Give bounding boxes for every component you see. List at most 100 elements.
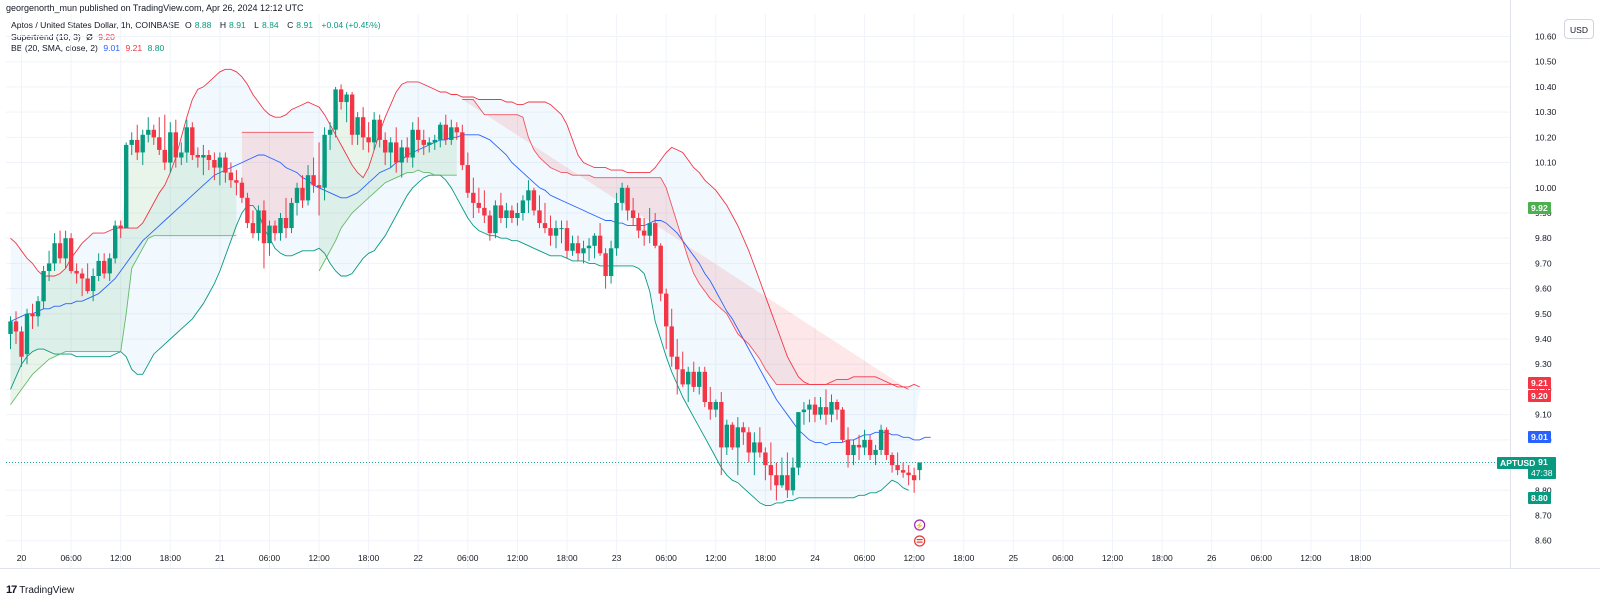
lightning-event-icon: [914, 519, 926, 531]
candle-body: [261, 210, 267, 244]
time-tick-label: 06:00: [854, 553, 876, 563]
candle-body: [316, 185, 322, 188]
candle-body: [283, 218, 289, 229]
supertrend-down-line: [462, 99, 909, 390]
supertrend-up-fill: [319, 95, 457, 271]
legend-low: L 8.84: [254, 20, 279, 30]
bb-basis-badge: 9.01: [1528, 431, 1551, 444]
candle-body: [829, 402, 834, 415]
candle-body: [515, 213, 520, 218]
candle-body: [785, 475, 790, 491]
flag-stripe: [916, 541, 923, 543]
candle-body: [388, 142, 393, 153]
bb-label: BB (20, SMA, close, 2): [11, 43, 98, 53]
price-tick-label: 10.00: [1535, 183, 1557, 193]
legend-symbol[interactable]: Aptos / United States Dollar, 1h, COINBA…: [11, 20, 180, 30]
candle-body: [895, 465, 900, 471]
price-tick-label: 10.20: [1535, 132, 1557, 142]
candle-body: [267, 225, 272, 244]
candle-body: [542, 223, 548, 229]
candle-body: [124, 144, 129, 229]
candle-body: [768, 465, 774, 476]
candle-body: [190, 127, 195, 155]
tradingview-logo-text: TradingView: [19, 584, 75, 596]
time-tick-label: 18:00: [358, 553, 380, 563]
price-tick-label: 10.40: [1535, 82, 1557, 92]
candle-body: [845, 439, 851, 455]
time-tick-label: 22: [413, 553, 423, 563]
tradingview-logo[interactable]: 17 TradingView: [6, 584, 74, 596]
candle-body: [151, 129, 156, 138]
candle-body: [482, 207, 487, 216]
candle-body: [239, 182, 245, 198]
candle-body: [52, 243, 57, 264]
candle-body: [592, 235, 597, 246]
candle-body: [686, 371, 691, 385]
legend-open: O 8.88: [185, 20, 212, 30]
candle-body: [135, 139, 140, 153]
price-tick-label: 8.80: [1535, 485, 1552, 495]
bb-lower-value: 8.80: [147, 43, 165, 53]
price-tick-label: 10.50: [1535, 57, 1557, 67]
time-tick-label: 12:00: [705, 553, 727, 563]
time-tick-label: 06:00: [656, 553, 678, 563]
us-flag-event-icon: [914, 535, 926, 547]
candle-body: [647, 223, 652, 236]
currency-button[interactable]: USD: [1564, 19, 1594, 39]
time-tick-label: 18:00: [556, 553, 578, 563]
candle-body: [245, 197, 250, 223]
candle-body: [223, 157, 228, 173]
bb-upper-line: [10, 68, 920, 388]
candle-body: [741, 427, 746, 433]
candle-body: [294, 187, 300, 203]
candle-body: [614, 202, 619, 249]
bb-lower-line: [10, 174, 909, 506]
candle-body: [74, 271, 79, 274]
candle-body: [823, 407, 829, 415]
candle-body: [774, 475, 779, 486]
candle-body: [179, 152, 184, 158]
candle-body: [906, 472, 911, 476]
candle-body: [658, 245, 663, 294]
candle-body: [509, 210, 515, 218]
time-tick-label: 25: [1009, 553, 1019, 563]
candle-body: [818, 407, 823, 415]
candle-body: [669, 326, 674, 357]
candle-body: [46, 263, 52, 271]
candle-body: [360, 117, 366, 138]
candle-body: [889, 455, 895, 466]
candle-body: [140, 134, 145, 153]
candle-body: [724, 424, 729, 448]
candle-body: [757, 442, 763, 453]
time-tick-label: 18:00: [755, 553, 777, 563]
legend-close: C 8.91: [287, 20, 314, 30]
candle-body: [862, 439, 867, 448]
time-tick-label: 06:00: [1251, 553, 1273, 563]
candle-body: [917, 462, 922, 471]
time-axis[interactable]: 20 06:00 12:00 18:00 21 06:00 12:00 18:00 22 06:0…: [17, 553, 1372, 563]
candle-body: [636, 218, 641, 231]
legend-symbol-row: Aptos / United States Dollar, 1h, COINBA…: [11, 20, 384, 32]
candle-body: [641, 230, 647, 236]
candle-body: [427, 142, 432, 145]
chart-icons: ⚡: [914, 519, 926, 547]
candle-body: [300, 187, 305, 201]
time-tick-label: 12:00: [1102, 553, 1124, 563]
bb-upper-value: 9.21: [125, 43, 143, 53]
candle-body: [416, 129, 421, 140]
price-tick-label: 9.70: [1535, 258, 1552, 268]
candle-body: [366, 137, 371, 143]
candle-body: [322, 134, 327, 188]
candle-body: [675, 356, 680, 370]
candle-body: [856, 444, 862, 448]
time-tick-label: 12:00: [110, 553, 132, 563]
candle-body: [79, 273, 85, 279]
candle-body: [63, 238, 68, 259]
candle-body: [311, 175, 316, 186]
time-tick-label: 18:00: [953, 553, 975, 563]
candle-body: [394, 142, 399, 163]
legend-bb-row[interactable]: BB (20, SMA, close, 2) 9.01 9.21 8.80: [11, 43, 384, 55]
time-tick-label: 26: [1207, 553, 1217, 563]
bb-fill: [10, 69, 920, 506]
